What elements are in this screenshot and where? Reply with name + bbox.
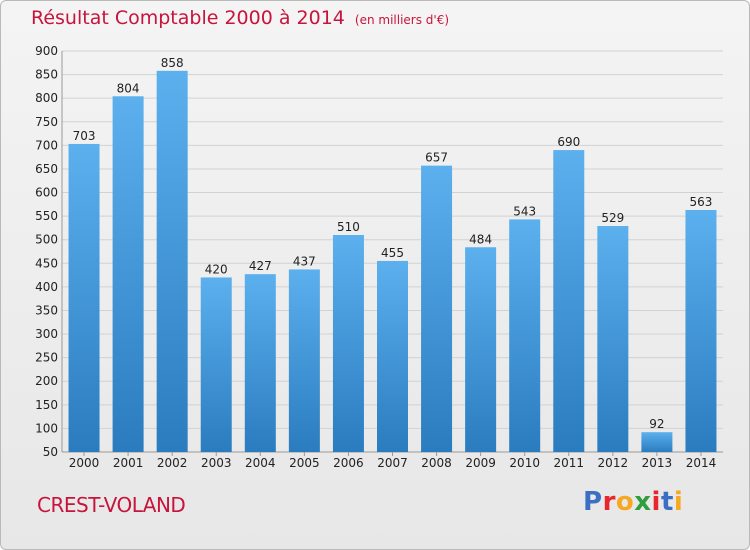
y-tick-label: 600 [35,186,58,200]
y-tick-label: 800 [35,91,58,105]
y-tick-label: 50 [43,445,58,459]
x-tick-label: 2007 [377,456,408,470]
x-tick-label: 2012 [598,456,629,470]
y-tick-label: 200 [35,374,58,388]
y-tick-label: 500 [35,233,58,247]
logo-letter: P [583,487,603,517]
bar-value-label: 858 [161,56,184,70]
commune-name: CREST-VOLAND [37,493,186,517]
y-tick-label: 350 [35,303,58,317]
bar [112,96,144,452]
logo-letter: i [651,487,661,517]
y-tick-label: 550 [35,209,58,223]
x-tick-label: 2006 [333,456,364,470]
y-tick-label: 450 [35,256,58,270]
bar [156,70,188,452]
proxiti-logo: Proxiti [583,487,683,517]
bar-value-label: 690 [557,135,580,149]
bar [509,219,541,452]
x-tick-label: 2000 [69,456,100,470]
y-tick-label: 250 [35,351,58,365]
y-tick-label: 150 [35,398,58,412]
x-tick-label: 2002 [157,456,188,470]
y-tick-label: 650 [35,162,58,176]
bar [244,274,276,452]
value-labels: 703 804 858 420 427 437 510 455 657 484 543 690 529 9… [73,56,713,431]
x-tick-label: 2009 [465,456,496,470]
bar-value-label: 804 [117,81,140,95]
bar-value-label: 92 [649,417,664,431]
logo-letter: x [634,487,652,517]
y-tick-label: 300 [35,327,58,341]
bar [332,234,364,452]
x-tick-label: 2005 [289,456,320,470]
bar-value-label: 703 [73,129,96,143]
logo-letter: o [615,487,635,517]
x-tick-label: 2004 [245,456,276,470]
bar [68,143,100,452]
bar [377,260,408,452]
bar [641,432,673,452]
y-tick-label: 750 [35,115,58,129]
x-tick-label: 2001 [113,456,144,470]
bar-value-label: 563 [690,195,713,209]
bar-value-label: 437 [293,254,316,268]
bar-value-label: 420 [205,262,228,276]
chart-title: Résultat Comptable 2000 à 2014 (en millie… [31,7,449,29]
x-tick-label: 2013 [642,456,673,470]
y-tick-label: 100 [35,421,58,435]
logo-letter: r [602,487,616,517]
y-tick-label: 700 [35,138,58,152]
bar [597,226,629,452]
y-tick-label: 850 [35,68,58,82]
y-tick-label: 900 [35,44,58,58]
bars [68,70,717,452]
bar [421,165,453,452]
bar-value-label: 455 [381,246,404,260]
bar [685,209,717,452]
bar-value-label: 529 [601,211,624,225]
x-tick-label: 2003 [201,456,232,470]
logo-letter: t [660,487,674,517]
y-tick-labels: 50 100 150 200 250 300 350 400 450 500 550 600 650 70… [35,44,58,459]
bar-value-label: 657 [425,151,448,165]
bar [553,150,585,452]
x-tick-label: 2014 [686,456,717,470]
bar-value-label: 543 [513,204,536,218]
title-unit: (en milliers d'€) [354,13,450,27]
bar [465,247,497,452]
y-tick-label: 400 [35,280,58,294]
x-tick-label: 2008 [421,456,452,470]
bar-value-label: 484 [469,232,492,246]
x-tick-labels: 2000 2001 2002 2003 2004 2005 2006 2007 2008 2009… [69,456,716,470]
bar [288,269,320,452]
x-tick-label: 2010 [509,456,540,470]
bar-value-label: 427 [249,259,272,273]
title-text: Résultat Comptable 2000 à 2014 [31,7,345,29]
bar [200,277,232,452]
bar-value-label: 510 [337,220,360,234]
x-tick-label: 2011 [553,456,584,470]
logo-letter: i [673,487,684,517]
